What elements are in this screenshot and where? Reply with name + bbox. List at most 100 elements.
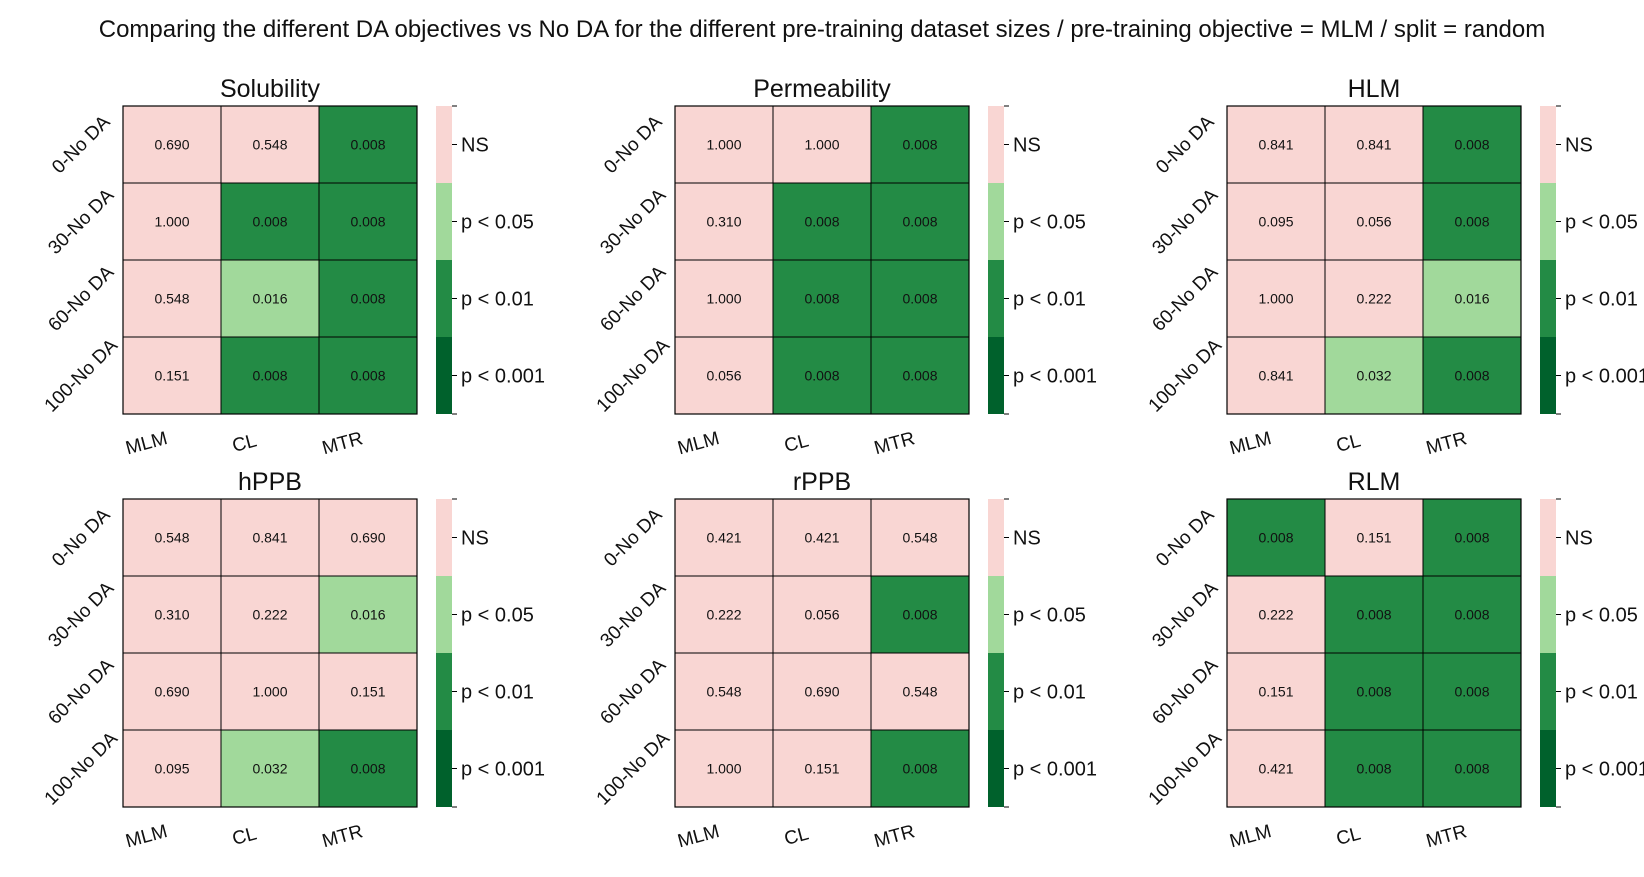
- x-tick-label: MLM: [1227, 821, 1273, 852]
- heatmap-cell: [1324, 336, 1424, 415]
- colorbar-label: NS: [1013, 135, 1041, 157]
- cell-value-label: 0.008: [350, 291, 385, 307]
- colorbar-segment: [1540, 653, 1556, 730]
- heatmap-cell: [870, 336, 970, 415]
- heatmap-cell: [1226, 729, 1326, 808]
- heatmap-frame: [122, 498, 418, 808]
- cell-value-label: 0.008: [902, 137, 937, 153]
- x-tick-label: CL: [782, 430, 811, 457]
- cell-value-label: 0.841: [252, 530, 287, 546]
- cell-value-label: 1.000: [706, 137, 741, 153]
- x-tick-label: MLM: [123, 821, 169, 852]
- y-tick-label: 60-No DA: [596, 262, 670, 336]
- colorbar-label: p < 0.05: [461, 212, 534, 234]
- panel-title: hPPB: [238, 468, 302, 496]
- colorbar-label: p < 0.01: [1565, 289, 1638, 311]
- y-tick-label: 30-No DA: [596, 578, 670, 652]
- cell-value-label: 0.008: [1454, 607, 1489, 623]
- cell-value-label: 0.841: [1258, 137, 1293, 153]
- cell-value-label: 0.008: [1454, 684, 1489, 700]
- x-tick-label: CL: [230, 430, 259, 457]
- heatmap-cell: [122, 336, 222, 415]
- heatmap-cell: [1226, 498, 1326, 577]
- colorbar-segment: [436, 260, 452, 337]
- heatmap-frame: [1226, 105, 1522, 415]
- cell-value-label: 0.008: [1454, 137, 1489, 153]
- y-tick-label: 100-No DA: [41, 728, 123, 810]
- cell-value-label: 1.000: [1258, 291, 1293, 307]
- cell-value-label: 0.056: [804, 607, 839, 623]
- colorbar-segment: [1540, 730, 1556, 807]
- heatmap-cell: [220, 105, 320, 184]
- cell-value-label: 1.000: [804, 137, 839, 153]
- heatmap-cell: [870, 575, 970, 654]
- colorbar-segment: [436, 337, 452, 414]
- heatmap-cell: [318, 336, 418, 415]
- cell-value-label: 0.095: [154, 761, 189, 777]
- cell-value-label: 0.008: [902, 761, 937, 777]
- colorbar-segment: [988, 499, 1004, 576]
- cell-value-label: 0.008: [1356, 684, 1391, 700]
- heatmap-cell: [772, 259, 872, 338]
- cell-value-label: 0.690: [350, 530, 385, 546]
- heatmap-cell: [318, 498, 418, 577]
- cell-value-label: 0.008: [252, 368, 287, 384]
- cell-value-label: 0.008: [902, 214, 937, 230]
- cell-value-label: 0.421: [1258, 761, 1293, 777]
- y-tick-label: 100-No DA: [593, 728, 675, 810]
- x-tick-label: CL: [782, 823, 811, 850]
- cell-value-label: 0.016: [350, 607, 385, 623]
- colorbar-label: p < 0.001: [461, 366, 545, 388]
- cell-value-label: 0.008: [252, 214, 287, 230]
- heatmap-cell: [772, 182, 872, 261]
- heatmap-frame: [1226, 498, 1522, 808]
- colorbar-segment: [988, 730, 1004, 807]
- cell-value-label: 0.222: [706, 607, 741, 623]
- heatmap-cell: [1324, 105, 1424, 184]
- heatmap-cell: [318, 182, 418, 261]
- heatmap-cell: [122, 652, 222, 731]
- cell-value-label: 0.008: [1454, 368, 1489, 384]
- heatmap-frame: [674, 498, 970, 808]
- heatmap-cell: [220, 182, 320, 261]
- x-tick-label: CL: [230, 823, 259, 850]
- cell-value-label: 0.032: [252, 761, 287, 777]
- cell-value-label: 0.008: [804, 368, 839, 384]
- cell-value-label: 0.151: [350, 684, 385, 700]
- panel-title: Permeability: [753, 75, 891, 103]
- heatmap-cell: [318, 575, 418, 654]
- colorbar-label: p < 0.001: [1013, 759, 1097, 781]
- x-tick-label: MLM: [123, 428, 169, 459]
- x-tick-label: MTR: [1424, 428, 1469, 459]
- figure-title: Comparing the different DA objectives vs…: [99, 16, 1546, 43]
- heatmap-cell: [1324, 729, 1424, 808]
- panel-title: HLM: [1348, 75, 1401, 103]
- x-tick-label: CL: [1334, 430, 1363, 457]
- y-tick-label: 0-No DA: [48, 111, 115, 178]
- colorbar-segment: [436, 576, 452, 653]
- cell-value-label: 0.032: [1356, 368, 1391, 384]
- cell-value-label: 0.008: [350, 368, 385, 384]
- cell-value-label: 0.548: [902, 684, 937, 700]
- y-tick-label: 30-No DA: [1148, 578, 1222, 652]
- y-tick-label: 30-No DA: [596, 185, 670, 259]
- cell-value-label: 0.095: [1258, 214, 1293, 230]
- heatmap-cell: [1226, 336, 1326, 415]
- cell-value-label: 0.008: [350, 137, 385, 153]
- colorbar-segment: [1540, 260, 1556, 337]
- y-tick-label: 0-No DA: [600, 111, 667, 178]
- cell-value-label: 1.000: [252, 684, 287, 700]
- cell-value-label: 0.310: [706, 214, 741, 230]
- cell-value-label: 0.690: [804, 684, 839, 700]
- colorbar-label: NS: [461, 528, 489, 550]
- x-tick-label: MLM: [675, 428, 721, 459]
- cell-value-label: 0.008: [1258, 530, 1293, 546]
- cell-value-label: 0.690: [154, 137, 189, 153]
- y-tick-label: 100-No DA: [593, 335, 675, 417]
- cell-value-label: 0.548: [706, 684, 741, 700]
- heatmap-cell: [870, 729, 970, 808]
- cell-value-label: 0.841: [1356, 137, 1391, 153]
- y-tick-label: 60-No DA: [44, 262, 118, 336]
- colorbar-label: p < 0.01: [461, 682, 534, 704]
